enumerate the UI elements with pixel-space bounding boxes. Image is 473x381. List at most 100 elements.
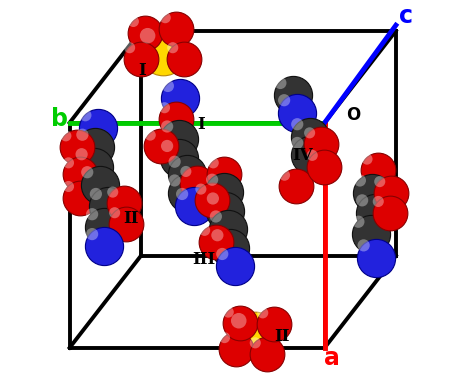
Point	[88, 211, 96, 217]
Point	[293, 110, 300, 116]
Point	[356, 178, 364, 184]
Point	[65, 183, 72, 189]
Point	[101, 224, 108, 230]
Point	[225, 309, 232, 315]
Point	[320, 163, 327, 170]
Text: c: c	[399, 4, 413, 28]
Point	[293, 121, 301, 127]
Point	[236, 320, 243, 327]
Point	[306, 130, 314, 136]
Point	[147, 132, 154, 138]
Point	[221, 171, 228, 177]
Point	[372, 255, 380, 261]
Point	[197, 186, 205, 192]
Point	[76, 171, 84, 177]
Point	[88, 231, 96, 237]
Point	[368, 190, 376, 196]
Point	[163, 143, 171, 149]
Point	[359, 197, 366, 203]
Point	[96, 182, 104, 188]
Point	[277, 80, 284, 86]
Point	[210, 160, 217, 166]
Point	[91, 144, 98, 150]
Point	[360, 242, 368, 248]
Point	[175, 136, 183, 142]
Point	[141, 30, 149, 36]
Point	[163, 123, 171, 130]
Point	[191, 203, 198, 210]
Point	[92, 191, 100, 197]
Point	[385, 210, 393, 216]
Point	[375, 167, 382, 173]
Text: III: III	[192, 251, 216, 268]
Point	[79, 132, 86, 138]
Point	[161, 105, 168, 111]
Point	[235, 318, 243, 324]
Point	[201, 227, 209, 234]
Point	[252, 340, 259, 346]
Point	[367, 231, 375, 237]
Point	[101, 243, 108, 250]
Point	[208, 197, 216, 203]
Text: I: I	[138, 62, 146, 79]
Text: a: a	[324, 346, 340, 370]
Point	[183, 171, 191, 177]
Point	[193, 180, 201, 186]
Point	[209, 195, 217, 202]
Point	[76, 195, 84, 201]
Point	[371, 210, 378, 216]
Point	[173, 26, 180, 32]
Point	[90, 163, 98, 170]
Point	[171, 178, 178, 184]
Point	[214, 232, 221, 238]
Point	[212, 239, 219, 245]
Text: I: I	[197, 116, 205, 133]
Point	[175, 155, 183, 162]
Point	[111, 210, 118, 216]
Point	[375, 199, 382, 205]
Point	[159, 48, 167, 54]
Point	[144, 33, 151, 39]
Point	[169, 45, 176, 51]
Point	[221, 335, 228, 341]
Point	[293, 140, 301, 146]
Text: II: II	[123, 210, 139, 227]
Text: O: O	[346, 106, 360, 124]
Text: IV: IV	[292, 147, 313, 164]
Point	[176, 95, 184, 101]
Point	[231, 263, 238, 269]
Point	[308, 152, 316, 158]
Point	[306, 152, 314, 158]
Point	[94, 125, 102, 131]
Point	[259, 310, 267, 316]
Point	[306, 134, 314, 140]
Point	[126, 45, 133, 51]
Point	[120, 200, 128, 207]
Point	[263, 351, 270, 357]
Text: b: b	[51, 107, 68, 131]
Point	[387, 190, 395, 196]
Point	[376, 179, 384, 185]
Point	[65, 160, 72, 166]
Point	[221, 208, 229, 214]
Point	[73, 144, 81, 150]
Point	[225, 226, 232, 232]
Point	[212, 213, 219, 219]
Point	[232, 346, 239, 352]
Point	[178, 191, 186, 197]
Point	[208, 177, 216, 183]
Point	[161, 14, 169, 21]
Point	[219, 251, 226, 257]
Point	[226, 245, 234, 251]
Point	[172, 116, 180, 122]
Point	[78, 151, 86, 157]
Point	[317, 141, 324, 147]
Point	[62, 133, 70, 139]
Point	[280, 97, 288, 103]
Point	[130, 18, 137, 24]
Point	[221, 189, 228, 195]
Point	[105, 203, 112, 210]
Point	[289, 92, 297, 98]
Point	[292, 183, 299, 189]
Point	[363, 156, 371, 162]
